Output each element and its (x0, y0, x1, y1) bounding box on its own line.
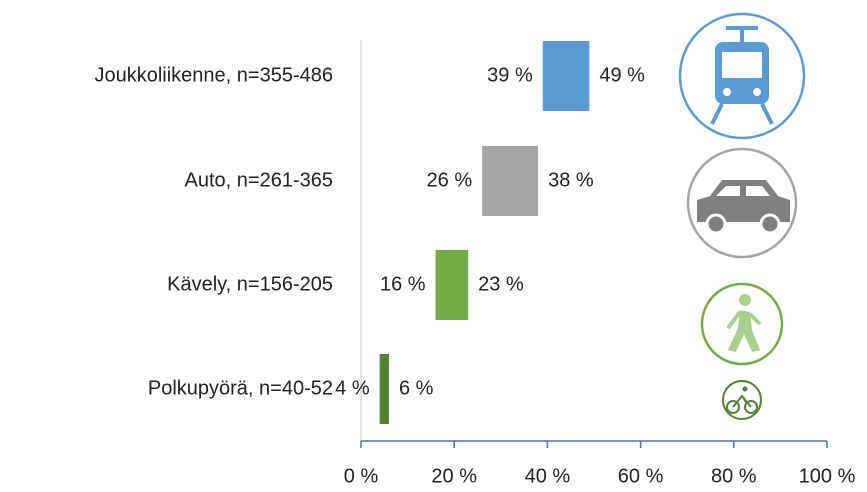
walk-icon (700, 282, 784, 366)
low-label: 39 % (487, 64, 533, 86)
x-tick-label: 20 % (431, 465, 477, 487)
range-bar (542, 41, 590, 111)
range-bar (379, 354, 389, 424)
low-label: 16 % (380, 273, 426, 295)
car-icon (686, 147, 798, 259)
category-label: Kävely, n=156-205 (167, 273, 333, 295)
high-label: 49 % (599, 64, 645, 86)
high-label: 38 % (548, 169, 594, 191)
tram-icon (678, 12, 806, 140)
bike-icon (722, 380, 762, 420)
x-tick-label: 0 % (344, 465, 379, 487)
x-tick-label: 100 % (799, 465, 856, 487)
low-label: 4 % (335, 377, 370, 399)
x-tick-label: 60 % (618, 465, 664, 487)
x-tick-label: 40 % (525, 465, 571, 487)
high-label: 23 % (478, 273, 524, 295)
category-label: Auto, n=261-365 (185, 169, 333, 191)
high-label: 6 % (399, 377, 434, 399)
category-label: Polkupyörä, n=40-52 (148, 377, 333, 399)
x-tick-label: 80 % (711, 465, 757, 487)
low-label: 26 % (427, 169, 473, 191)
range-bar (435, 250, 469, 320)
category-label: Joukkoliikenne, n=355-486 (94, 64, 333, 86)
range-bar (482, 146, 539, 216)
